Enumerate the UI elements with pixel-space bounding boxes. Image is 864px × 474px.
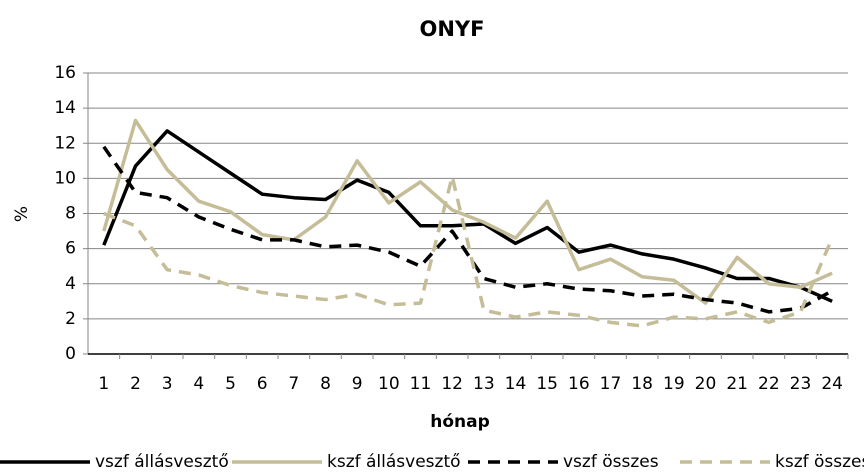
y-tick-label: 2 bbox=[65, 309, 76, 329]
x-tick-label: 15 bbox=[536, 374, 558, 394]
chart-title: ONYF bbox=[420, 17, 485, 41]
series-line bbox=[102, 118, 833, 305]
x-tick-label: 5 bbox=[225, 374, 236, 394]
series-line bbox=[102, 145, 834, 314]
x-tick-label: 3 bbox=[162, 374, 173, 394]
y-tick-label: 10 bbox=[54, 168, 76, 188]
x-tick-label: 1 bbox=[98, 374, 109, 394]
x-tick-label: 7 bbox=[288, 374, 299, 394]
series-line bbox=[102, 129, 833, 303]
x-tick-label: 17 bbox=[600, 374, 622, 394]
x-tick-label: 24 bbox=[821, 374, 843, 394]
y-tick-label: 8 bbox=[65, 204, 76, 224]
x-tick-label: 4 bbox=[193, 374, 204, 394]
legend-label: vszf összes bbox=[563, 452, 659, 472]
y-tick-label: 0 bbox=[65, 344, 76, 364]
x-tick-label: 14 bbox=[505, 374, 527, 394]
x-tick-label: 11 bbox=[410, 374, 432, 394]
y-tick-label: 6 bbox=[65, 239, 76, 259]
x-tick-label: 18 bbox=[631, 374, 653, 394]
x-tick-label: 22 bbox=[758, 374, 780, 394]
series-line bbox=[103, 174, 834, 328]
x-tick-label: 12 bbox=[441, 374, 463, 394]
y-tick-label: 12 bbox=[54, 133, 76, 153]
x-tick-label: 23 bbox=[790, 374, 812, 394]
y-axis-label: % bbox=[12, 206, 32, 222]
y-tick-label: 16 bbox=[54, 63, 76, 83]
legend-label: kszf állásvesztő bbox=[327, 452, 461, 472]
y-tick-label: 4 bbox=[65, 274, 76, 294]
x-tick-label: 2 bbox=[130, 374, 141, 394]
x-tick-label: 21 bbox=[726, 374, 748, 394]
x-tick-label: 13 bbox=[473, 374, 495, 394]
legend-label: vszf állásvesztő bbox=[95, 452, 229, 472]
x-tick-label: 10 bbox=[378, 374, 400, 394]
x-tick-label: 16 bbox=[568, 374, 590, 394]
y-tick-label: 14 bbox=[54, 98, 76, 118]
legend-label: kszf összes bbox=[775, 452, 864, 472]
x-tick-label: 6 bbox=[257, 374, 268, 394]
x-tick-label: 9 bbox=[352, 374, 363, 394]
x-tick-label: 19 bbox=[663, 374, 685, 394]
x-tick-label: 8 bbox=[320, 374, 331, 394]
x-axis-label: hónap bbox=[430, 412, 490, 432]
x-tick-label: 20 bbox=[695, 374, 717, 394]
